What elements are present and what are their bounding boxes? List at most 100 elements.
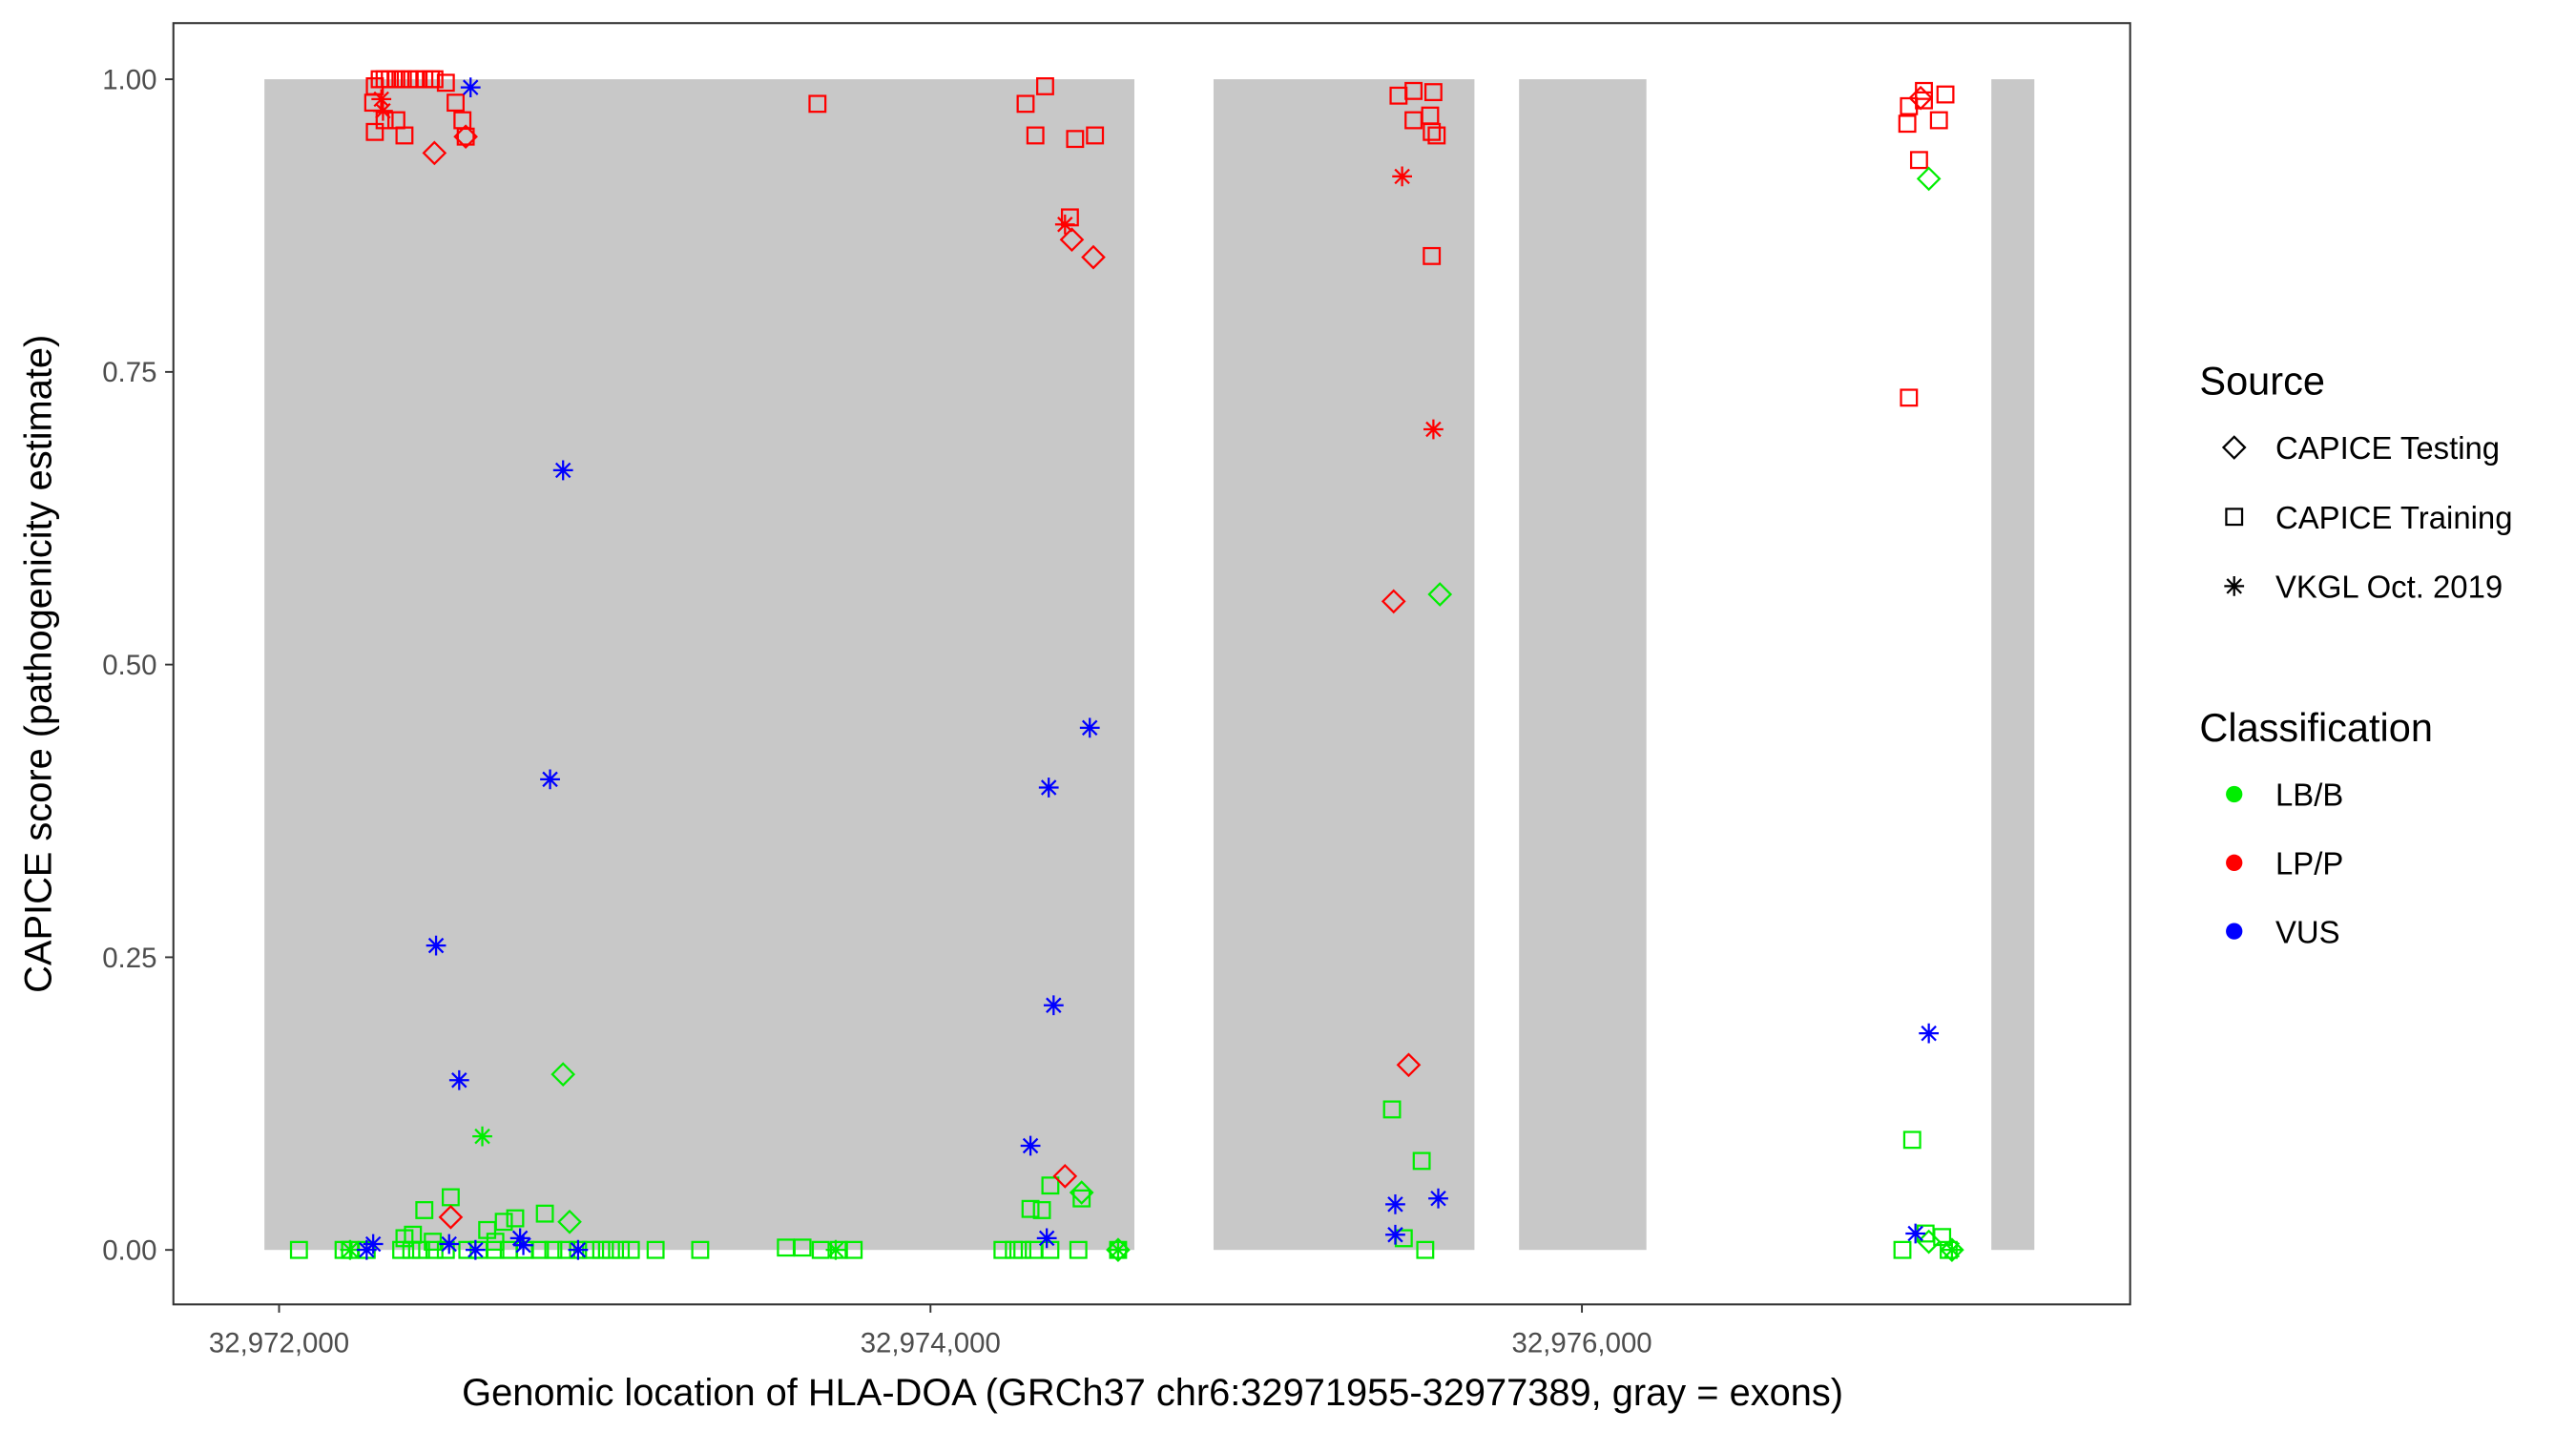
- data-point: [1936, 85, 1955, 104]
- square-mark: [1412, 1151, 1431, 1171]
- data-point: [1428, 1188, 1448, 1209]
- square-mark: [1929, 111, 1948, 130]
- square-mark: [506, 1209, 525, 1228]
- data-point: [1900, 388, 1919, 407]
- data-point: [530, 1240, 550, 1259]
- exon-band: [264, 79, 1135, 1251]
- data-point: [438, 1204, 464, 1230]
- data-point: [1902, 1130, 1922, 1150]
- legend-source-title: Source: [2199, 359, 2325, 404]
- square-mark: [1066, 130, 1085, 149]
- x-axis-title: Genomic location of HLA-DOA (GRCh37 chr6…: [462, 1372, 1843, 1414]
- data-point: [1069, 1180, 1094, 1205]
- diamond-mark: [1059, 227, 1085, 253]
- data-point: [1036, 77, 1054, 95]
- square-mark: [425, 70, 444, 89]
- asterisk-mark: [1043, 995, 1064, 1016]
- data-point: [844, 1240, 863, 1259]
- data-point: [1893, 1240, 1912, 1259]
- legend-label: VKGL Oct. 2019: [2275, 570, 2503, 605]
- data-point: [1898, 114, 1917, 134]
- data-point: [340, 1239, 361, 1260]
- data-point: [447, 93, 465, 113]
- diamond-mark: [1081, 244, 1106, 270]
- legend-item-class: LP/P: [2226, 845, 2343, 881]
- square-mark: [365, 122, 384, 141]
- asterisk-mark: [472, 1126, 492, 1147]
- square-mark: [1423, 246, 1442, 265]
- square-mark: [436, 73, 455, 93]
- square-mark: [1423, 83, 1443, 102]
- data-point: [1079, 717, 1100, 738]
- data-point: [1940, 1237, 1964, 1263]
- data-point: [1032, 1201, 1051, 1219]
- square-mark: [1016, 94, 1035, 114]
- data-point: [392, 1240, 410, 1259]
- data-point: [486, 1240, 505, 1259]
- data-point: [825, 1239, 846, 1260]
- square-mark: [395, 126, 414, 145]
- square-mark: [1936, 85, 1955, 104]
- square-mark: [621, 1240, 640, 1259]
- square-mark: [1900, 96, 1919, 115]
- square-mark: [646, 1240, 665, 1259]
- square-mark: [486, 1240, 505, 1259]
- asterisk-mark: [373, 100, 393, 121]
- asterisk-mark: [1392, 166, 1413, 187]
- data-point: [1066, 130, 1085, 149]
- square-mark: [1900, 388, 1919, 407]
- data-point: [363, 1234, 384, 1255]
- y-tick-label: 0.75: [102, 357, 156, 388]
- x-axis: 32,972,000 32,974,000 32,976,000: [209, 1304, 1652, 1358]
- data-point: [1086, 126, 1105, 145]
- square-mark: [535, 1204, 554, 1223]
- square-mark: [392, 1240, 410, 1259]
- diamond-icon: [2221, 435, 2247, 460]
- data-point: [448, 1069, 469, 1090]
- data-point: [1396, 1052, 1422, 1078]
- exon-band: [1991, 79, 2035, 1251]
- asterisk-mark: [1919, 1023, 1940, 1044]
- asterisk-mark: [465, 1239, 486, 1260]
- square-mark: [530, 1240, 550, 1259]
- data-point: [691, 1240, 710, 1259]
- square-mark: [289, 1240, 308, 1259]
- asterisk-mark: [363, 1234, 384, 1255]
- square-mark: [601, 1240, 620, 1259]
- data-point: [993, 1240, 1012, 1259]
- data-point: [1054, 214, 1075, 235]
- diamond-mark: [1052, 1164, 1078, 1189]
- exon-band: [1213, 79, 1475, 1251]
- data-point: [1909, 151, 1928, 170]
- legend-classification-title: Classification: [2199, 705, 2433, 750]
- data-point: [1942, 1239, 1963, 1260]
- data-point: [1072, 1189, 1091, 1208]
- square-mark: [1427, 126, 1446, 145]
- asterisk-mark: [1385, 1224, 1405, 1245]
- data-point: [552, 460, 573, 481]
- data-point: [1052, 1164, 1078, 1189]
- data-point: [1427, 582, 1453, 607]
- asterisk-mark: [552, 460, 573, 481]
- data-point: [1106, 1237, 1131, 1263]
- square-mark: [1382, 1100, 1402, 1119]
- square-mark: [1893, 1240, 1912, 1259]
- square-mark: [415, 1201, 434, 1219]
- asterisk-mark: [1942, 1239, 1963, 1260]
- data-point: [544, 1240, 563, 1259]
- asterisk-mark: [460, 77, 481, 98]
- diamond-mark: [1940, 1237, 1964, 1263]
- data-point: [1069, 1240, 1088, 1259]
- square-mark: [1013, 1240, 1031, 1259]
- data-point: [1916, 1229, 1942, 1255]
- data-point: [1026, 126, 1045, 145]
- data-point: [592, 1240, 611, 1259]
- data-point: [371, 89, 392, 110]
- data-point: [1416, 1240, 1435, 1259]
- data-point: [415, 1201, 434, 1219]
- data-point: [513, 1234, 533, 1255]
- y-tick-label: 0.00: [102, 1235, 156, 1267]
- exon-bands: [264, 79, 2035, 1251]
- asterisk-mark: [426, 935, 447, 956]
- data-point: [1423, 83, 1443, 102]
